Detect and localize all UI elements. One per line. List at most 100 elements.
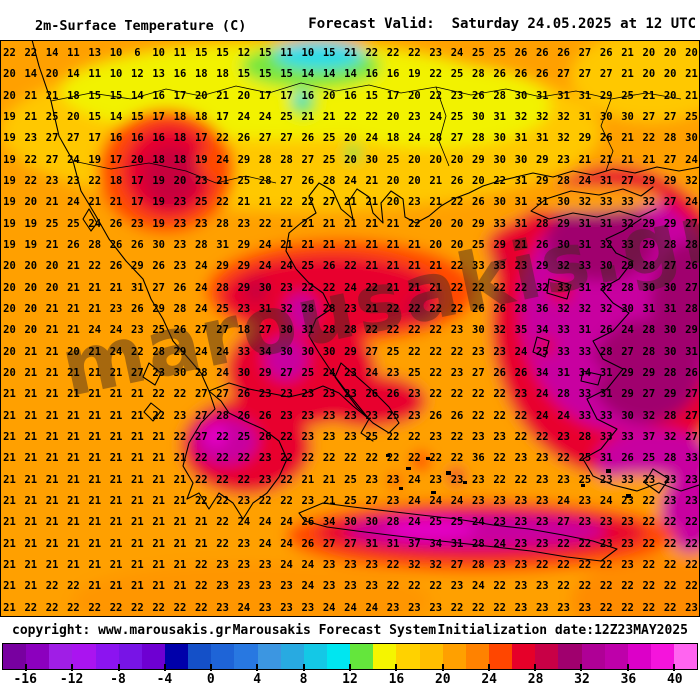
temp-value: 28 [642,260,656,273]
temp-value: 20 [3,366,16,379]
temp-value: 32 [493,324,507,337]
colorbar-tick-label: 40 [666,672,683,687]
temp-value: 21 [3,388,16,401]
temp-value: 30 [237,366,251,379]
temp-value: 22 [621,601,634,614]
temp-row: 21 21 21 21 21 21 21 21 21 21 22 24 24 24 26 34 30 30 28 24… [3,515,698,529]
temp-value: 28 [685,238,698,251]
temp-value: 23 [365,409,379,422]
colorbar-tick-label: 4 [253,672,262,687]
temp-value: 22 [450,196,464,209]
temp-value: 23 [514,516,528,529]
temp-value: 22 [514,473,528,486]
temp-value: 27 [194,324,208,337]
temp-value: 31 [599,174,613,187]
temp-value: 23 [450,324,464,337]
temp-value: 21 [45,452,59,465]
temp-value: 33 [578,388,592,401]
temp-value: 33 [578,345,592,358]
colorbar-cell [188,644,212,669]
temp-value: 22 [429,366,443,379]
colorbar-cell [95,644,119,669]
temp-value: 21 [322,110,336,123]
temp-value: 30 [280,324,293,337]
temp-value: 22 [472,281,485,294]
temp-value: 22 [344,110,357,123]
temp-value: 23 [344,580,357,593]
temp-value: 21 [88,196,102,209]
temp-value: 22 [429,345,443,358]
temp-value: 22 [280,430,293,443]
temp-value: 23 [535,473,549,486]
temp-value: 20 [67,345,80,358]
temp-value: 22 [88,601,102,614]
temp-value: 26 [685,366,698,379]
temp-value: 21 [685,89,698,102]
temp-value: 15 [258,47,272,59]
temp-value: 30 [322,345,336,358]
temp-value: 28 [557,388,570,401]
temp-value: 21 [131,558,144,571]
temp-value: 35 [514,324,528,337]
temp-value: 23 [322,388,336,401]
temp-value: 31 [578,324,592,337]
temp-value: 22 [173,430,187,443]
temp-value: 24 [322,366,336,379]
temp-value: 23 [685,494,698,507]
temp-value: 21 [621,47,634,59]
temp-value: 33 [599,196,613,209]
temp-value: 22 [429,388,443,401]
colorbar-cell [234,644,258,669]
temp-value: 21 [45,388,59,401]
temp-value: 21 [67,409,80,422]
temp-value: 15 [194,47,208,59]
temp-value: 17 [258,89,272,102]
temp-value: 21 [24,580,38,593]
temp-value: 20 [450,153,464,166]
temp-value: 21 [152,580,166,593]
temp-value: 23 [301,494,315,507]
temp-value: 23 [408,196,421,209]
temp-row: 20 20 21 21 21 23 26 29 28 24 25 23 31 32 28 28 23 21 22 22… [3,302,698,316]
temp-value: 32 [535,110,549,123]
temp-value: 23 [258,388,272,401]
temp-value: 23 [493,558,507,571]
temp-value: 24 [216,153,229,166]
colorbar-cell [49,644,73,669]
temp-value: 21 [3,558,16,571]
temp-value: 21 [3,537,16,550]
temp-value: 26 [599,47,613,59]
temp-value: 22 [663,601,677,614]
temp-value: 26 [450,409,464,422]
temperature-field-map [1,41,699,616]
temp-value: 23 [152,366,166,379]
temp-value: 29 [472,217,485,230]
temp-row: 21 21 22 22 21 21 21 21 21 22 23 23 23 23 24 23 23 23 22 22… [3,579,698,593]
temp-value: 28 [663,238,677,251]
temp-value: 21 [386,281,400,294]
colorbar-cell [3,644,27,669]
temp-value: 29 [621,366,634,379]
temp-value: 18 [194,68,208,81]
temp-value: 18 [109,174,123,187]
temp-value: 23 [450,580,464,593]
temp-value: 15 [88,110,102,123]
temp-value: 17 [173,89,187,102]
temp-value: 22 [642,494,656,507]
temp-value: 26 [301,174,315,187]
temp-value: 22 [386,302,400,315]
temp-value: 24 [67,196,80,209]
temp-value: 31 [535,89,549,102]
temp-value: 11 [173,47,187,59]
temp-value: 21 [67,516,80,529]
temp-value: 22 [578,558,592,571]
temp-value: 23 [472,430,485,443]
temp-value: 21 [67,281,80,294]
temp-value: 31 [557,89,570,102]
temp-value: 21 [173,452,187,465]
temp-value: 21 [67,430,80,443]
temp-value: 27 [194,388,208,401]
temp-value: 26 [685,260,698,273]
temp-value: 21 [45,409,59,422]
temp-value: 31 [578,89,592,102]
